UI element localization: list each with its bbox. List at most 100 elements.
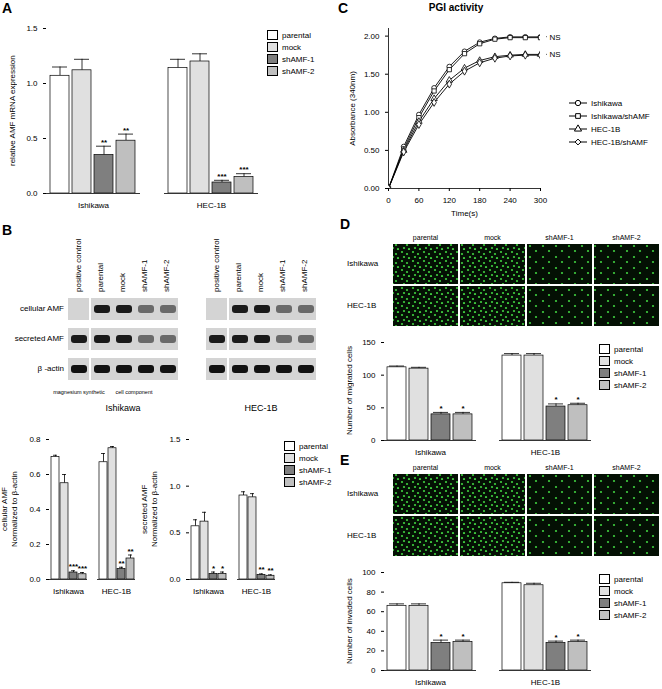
svg-text:Ishikawa: Ishikawa bbox=[193, 587, 225, 595]
svg-text:**: ** bbox=[118, 559, 125, 568]
svg-text:*: * bbox=[461, 632, 465, 641]
svg-text:150: 150 bbox=[362, 338, 376, 347]
svg-text:shAMF-1: shAMF-1 bbox=[278, 259, 287, 292]
svg-text:shAMF-1: shAMF-1 bbox=[140, 259, 149, 292]
svg-text:secreted AMF: secreted AMF bbox=[15, 334, 64, 343]
svg-text:Absorbance (340nm): Absorbance (340nm) bbox=[348, 71, 357, 146]
svg-text:cell component: cell component bbox=[116, 389, 153, 395]
svg-text:0.00: 0.00 bbox=[364, 184, 380, 193]
svg-text:1.5: 1.5 bbox=[169, 435, 181, 444]
svg-text:shAMF-2: shAMF-2 bbox=[300, 259, 309, 292]
svg-text:0.0: 0.0 bbox=[29, 575, 41, 584]
svg-text:0.6: 0.6 bbox=[29, 470, 41, 479]
svg-text:*: * bbox=[439, 404, 443, 413]
svg-text:positive control: positive control bbox=[74, 238, 83, 292]
svg-text:0.0: 0.0 bbox=[26, 189, 38, 198]
svg-text:mock: mock bbox=[484, 464, 501, 471]
svg-text:mock: mock bbox=[118, 272, 127, 292]
svg-text:50: 50 bbox=[367, 403, 376, 412]
svg-text:Ishikawa: Ishikawa bbox=[415, 448, 447, 456]
svg-text:80: 80 bbox=[367, 588, 376, 597]
svg-text:shAMF-2: shAMF-2 bbox=[612, 234, 641, 241]
svg-text:mock: mock bbox=[256, 272, 265, 292]
html-text:C: C bbox=[338, 0, 349, 16]
svg-text:**: ** bbox=[127, 547, 134, 556]
svg-text:parental: parental bbox=[413, 234, 439, 242]
svg-text:*: * bbox=[576, 632, 580, 641]
svg-text:HEC-1B: HEC-1B bbox=[197, 201, 226, 209]
svg-text:*: * bbox=[221, 564, 225, 573]
svg-text:20: 20 bbox=[367, 646, 376, 655]
svg-text:Time(s): Time(s) bbox=[451, 209, 478, 218]
svg-text:**: ** bbox=[267, 566, 274, 575]
svg-text:Ishikawa: Ishikawa bbox=[415, 678, 447, 686]
svg-text:HEC-1B: HEC-1B bbox=[347, 301, 376, 310]
svg-text:HEC-1B: HEC-1B bbox=[102, 587, 131, 595]
svg-text:100: 100 bbox=[362, 371, 376, 380]
svg-text:shAMF-2: shAMF-2 bbox=[162, 259, 171, 292]
svg-text:**: ** bbox=[258, 565, 265, 574]
svg-text:**: ** bbox=[101, 138, 108, 147]
svg-text:Ishikawa: Ishikawa bbox=[53, 587, 85, 595]
svg-text:60: 60 bbox=[414, 196, 423, 205]
svg-text:0.2: 0.2 bbox=[29, 540, 41, 549]
svg-text:0: 0 bbox=[371, 436, 376, 445]
svg-text:1.50: 1.50 bbox=[364, 70, 380, 79]
svg-text:300: 300 bbox=[534, 196, 548, 205]
svg-text:HEC-1B: HEC-1B bbox=[242, 587, 271, 595]
svg-text:0.0: 0.0 bbox=[169, 575, 181, 584]
svg-text:1.0: 1.0 bbox=[26, 79, 38, 88]
svg-text:0: 0 bbox=[371, 666, 376, 675]
svg-text:1.0: 1.0 bbox=[169, 482, 181, 491]
svg-text:*: * bbox=[212, 564, 216, 573]
svg-text:1.5: 1.5 bbox=[26, 24, 38, 33]
svg-text:1.00: 1.00 bbox=[364, 108, 380, 117]
html-text:A: A bbox=[2, 0, 13, 16]
svg-text:***: *** bbox=[78, 564, 88, 573]
svg-text:NS: NS bbox=[550, 50, 561, 59]
svg-text:**: ** bbox=[123, 126, 130, 135]
svg-text:HEC-1B: HEC-1B bbox=[244, 403, 277, 413]
svg-text:0.5: 0.5 bbox=[26, 134, 38, 143]
svg-text:NS: NS bbox=[550, 33, 561, 42]
svg-text:positive control: positive control bbox=[212, 238, 221, 292]
svg-text:60: 60 bbox=[367, 607, 376, 616]
svg-text:240: 240 bbox=[503, 196, 517, 205]
svg-text:*: * bbox=[554, 633, 558, 642]
svg-text:100: 100 bbox=[362, 568, 376, 577]
html-text:cellular AMF Normalized to β-a: cellular AMF Normalized to β-actin bbox=[0, 471, 19, 547]
svg-text:parental: parental bbox=[234, 263, 243, 292]
svg-text:HEC-1B: HEC-1B bbox=[531, 678, 560, 686]
svg-text:2.00: 2.00 bbox=[364, 32, 380, 41]
svg-text:Ishikawa: Ishikawa bbox=[347, 489, 379, 498]
svg-text:0.8: 0.8 bbox=[29, 435, 41, 444]
svg-text:β -actin: β -actin bbox=[38, 364, 64, 373]
svg-text:Ishikawa: Ishikawa bbox=[105, 403, 140, 413]
svg-text:*: * bbox=[461, 404, 465, 413]
svg-text:cellular AMF: cellular AMF bbox=[20, 304, 64, 313]
svg-text:shAMF-1: shAMF-1 bbox=[545, 464, 574, 471]
svg-text:0: 0 bbox=[386, 196, 391, 205]
svg-text:shAMF-2: shAMF-2 bbox=[612, 464, 641, 471]
svg-text:*: * bbox=[439, 632, 443, 641]
svg-text:0.4: 0.4 bbox=[29, 505, 41, 514]
svg-text:180: 180 bbox=[473, 196, 487, 205]
svg-text:120: 120 bbox=[443, 196, 457, 205]
svg-text:shAMF-1: shAMF-1 bbox=[545, 234, 574, 241]
svg-text:40: 40 bbox=[367, 627, 376, 636]
svg-text:parental: parental bbox=[413, 464, 439, 472]
html-text:secreted AMF Normalized to β-a: secreted AMF Normalized to β-actin bbox=[140, 471, 159, 547]
svg-text:parental: parental bbox=[96, 263, 105, 292]
svg-text:***: *** bbox=[239, 165, 249, 174]
svg-text:HEC-1B: HEC-1B bbox=[531, 448, 560, 456]
svg-text:*: * bbox=[576, 395, 580, 404]
svg-text:***: *** bbox=[217, 172, 227, 181]
svg-text:0.5: 0.5 bbox=[169, 528, 181, 537]
svg-text:0.50: 0.50 bbox=[364, 146, 380, 155]
svg-text:mock: mock bbox=[484, 234, 501, 241]
svg-text:HEC-1B: HEC-1B bbox=[347, 531, 376, 540]
svg-text:magnesium synthetic: magnesium synthetic bbox=[53, 389, 105, 395]
svg-text:Ishikawa: Ishikawa bbox=[347, 259, 379, 268]
svg-text:Ishikawa: Ishikawa bbox=[78, 201, 110, 209]
svg-text:*: * bbox=[554, 395, 558, 404]
